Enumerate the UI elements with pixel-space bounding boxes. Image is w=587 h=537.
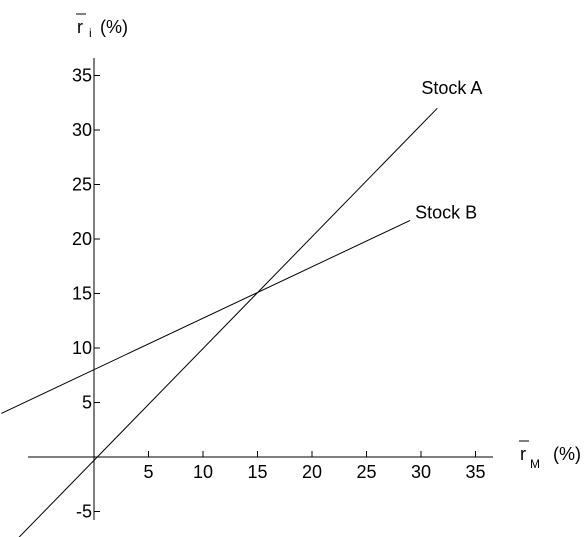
x-axis-title: r M (%) [519,440,581,471]
x-tick-label: 10 [193,462,213,482]
x-tick-label: 20 [302,462,322,482]
y-axis-title: r i (%) [76,13,128,40]
y-tick-label: -5 [76,502,92,522]
y-tick-label: 15 [72,284,92,304]
y-tick-label: 25 [72,175,92,195]
axes [28,58,493,520]
y-tick-label: 10 [72,338,92,358]
x-axis-title-symbol: r [520,444,526,464]
series-label: Stock A [421,78,482,98]
series-label: Stock B [415,202,477,222]
y-tick-label: 20 [72,229,92,249]
x-tick-label: 35 [465,462,485,482]
series-line [18,107,438,537]
x-tick-label: 5 [143,462,153,482]
y-axis-title-subscript: i [89,26,92,40]
x-tick-label: 25 [356,462,376,482]
y-axis-title-symbol: r [77,17,83,37]
x-tick-label: 15 [247,462,267,482]
y-tick-label: 35 [72,66,92,86]
x-axis-title-subscript: M [530,457,540,471]
y-tick-label: 30 [72,120,92,140]
series-group: Stock A Stock B [1,78,482,537]
y-axis-title-unit: (%) [100,17,128,37]
x-axis-title-unit: (%) [553,444,581,464]
series-line [1,220,411,414]
ticks: 5 10 15 20 25 30 35 -5 5 10 15 20 25 30 35 [72,66,486,522]
y-tick-label: 5 [82,393,92,413]
x-tick-label: 30 [411,462,431,482]
